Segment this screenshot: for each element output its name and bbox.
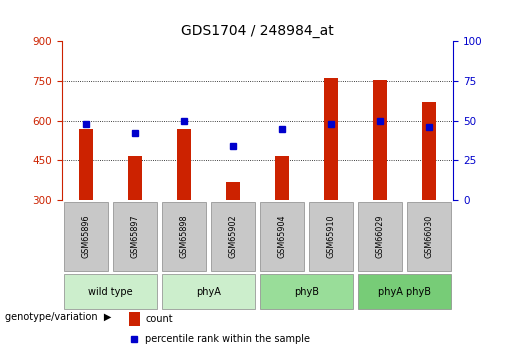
Text: GSM65898: GSM65898 [180, 215, 188, 258]
Text: GSM66029: GSM66029 [375, 215, 384, 258]
FancyBboxPatch shape [358, 274, 451, 309]
FancyBboxPatch shape [211, 201, 255, 271]
Text: phyA: phyA [196, 287, 221, 296]
Bar [79, 129, 93, 200]
Text: GSM65896: GSM65896 [82, 215, 91, 258]
Bar [373, 80, 387, 200]
Bar [324, 78, 338, 200]
Text: GSM65897: GSM65897 [131, 215, 140, 258]
FancyBboxPatch shape [260, 274, 353, 309]
Bar [275, 156, 289, 200]
Bar [422, 102, 436, 200]
FancyBboxPatch shape [113, 201, 157, 271]
FancyBboxPatch shape [64, 201, 108, 271]
Text: wild type: wild type [89, 287, 133, 296]
Title: GDS1704 / 248984_at: GDS1704 / 248984_at [181, 23, 334, 38]
FancyBboxPatch shape [358, 201, 402, 271]
Bar [128, 156, 142, 200]
Text: GSM65910: GSM65910 [327, 215, 335, 258]
Text: GSM65904: GSM65904 [278, 215, 286, 258]
FancyBboxPatch shape [309, 201, 353, 271]
FancyBboxPatch shape [407, 201, 451, 271]
Bar [129, 312, 140, 326]
Text: phyB: phyB [294, 287, 319, 296]
FancyBboxPatch shape [64, 274, 157, 309]
Text: GSM66030: GSM66030 [424, 215, 433, 258]
Bar [226, 181, 240, 200]
Text: count: count [145, 314, 173, 324]
Bar [177, 129, 191, 200]
Text: phyA phyB: phyA phyB [378, 287, 431, 296]
FancyBboxPatch shape [162, 201, 206, 271]
Text: percentile rank within the sample: percentile rank within the sample [145, 334, 310, 344]
Text: GSM65902: GSM65902 [229, 215, 237, 258]
Text: genotype/variation  ▶: genotype/variation ▶ [5, 313, 112, 322]
FancyBboxPatch shape [260, 201, 304, 271]
FancyBboxPatch shape [162, 274, 255, 309]
